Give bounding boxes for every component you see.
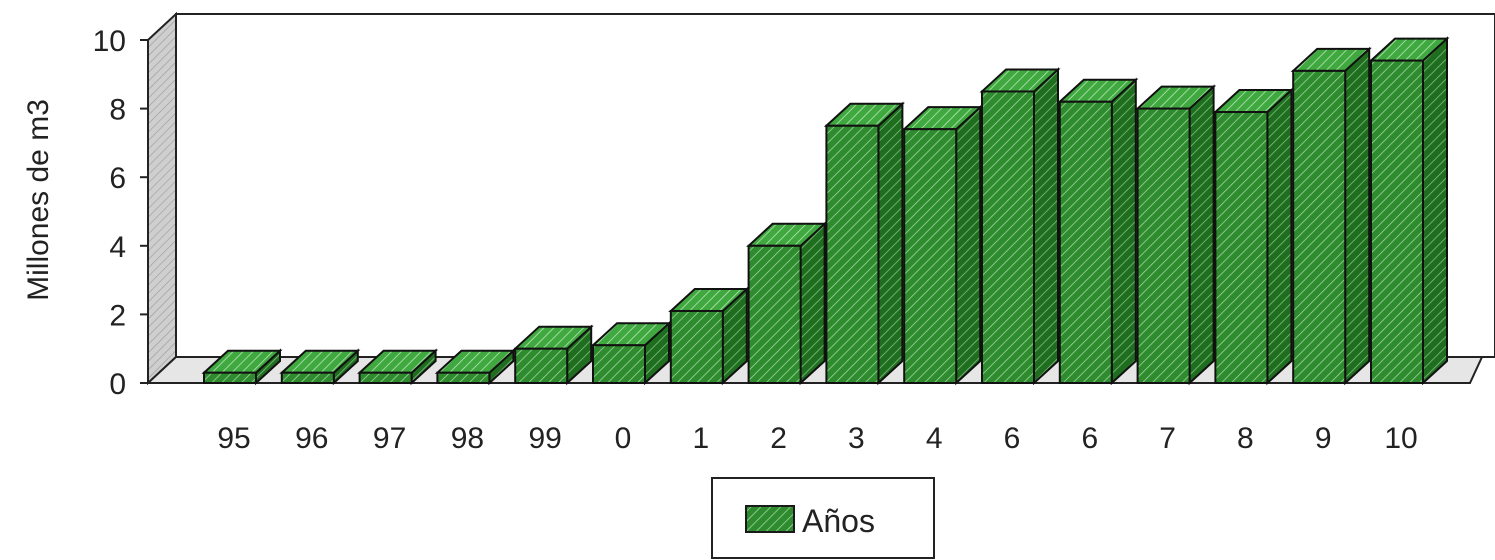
bar — [746, 221, 828, 386]
bar-side — [1033, 67, 1059, 386]
x-tick-label: 96 — [295, 422, 328, 455]
legend-swatch — [745, 505, 795, 533]
bar-front — [1214, 111, 1269, 384]
bar-front — [669, 309, 724, 384]
bar — [1368, 36, 1450, 386]
bar-side — [1344, 46, 1371, 386]
bar-side — [1188, 84, 1215, 386]
x-tick-label: 4 — [926, 422, 943, 455]
x-tick-label: 2 — [770, 422, 787, 455]
x-tick-label: 1 — [692, 422, 709, 455]
legend-label: Años — [802, 503, 875, 539]
y-tick-label: 10 — [93, 25, 126, 58]
bar-side — [955, 104, 982, 386]
x-tick-label: 99 — [529, 422, 562, 455]
y-tick-label: 4 — [109, 231, 126, 264]
bar-front — [280, 371, 335, 384]
x-tick-label: 6 — [1004, 422, 1021, 455]
y-axis: 0 2 4 6 8 10 — [93, 25, 148, 401]
bar — [979, 67, 1061, 386]
x-tick-label: 8 — [1237, 422, 1254, 455]
bar-front — [825, 124, 880, 384]
x-tick-label: 98 — [451, 422, 484, 455]
bar — [590, 320, 672, 386]
bar-front — [1136, 107, 1191, 384]
bar-front — [1292, 69, 1347, 385]
side-wall — [147, 11, 177, 386]
y-tick-label: 8 — [109, 94, 126, 127]
bar-front — [436, 371, 491, 384]
bar-side — [1266, 87, 1293, 386]
bar-side — [799, 221, 826, 386]
bar-front — [358, 371, 413, 384]
bar-side — [1422, 36, 1448, 386]
bar-front — [592, 344, 646, 384]
x-tick-label: 6 — [1081, 422, 1098, 455]
x-tick-label: 9 — [1315, 422, 1332, 455]
x-tick-label: 10 — [1384, 422, 1417, 455]
bar-side — [1110, 77, 1137, 386]
y-axis-title: Millones de m3 — [22, 99, 55, 301]
bar — [1212, 87, 1294, 386]
bar — [1057, 77, 1139, 386]
bars — [201, 36, 1450, 386]
y-tick-label: 6 — [109, 162, 126, 195]
bar — [901, 104, 983, 386]
bar — [1135, 84, 1217, 386]
x-tick-label: 7 — [1159, 422, 1176, 455]
legend: Años — [711, 477, 935, 559]
bar-front — [1370, 59, 1424, 385]
bar-front — [1058, 100, 1113, 385]
bar — [357, 348, 439, 386]
x-tick-label: 0 — [615, 422, 632, 455]
bar-front — [747, 244, 802, 384]
x-tick-label: 3 — [848, 422, 865, 455]
bar — [823, 101, 905, 386]
x-axis: 95 96 97 98 99 0 1 2 3 4 6 6 7 8 9 10 — [217, 422, 1417, 455]
bar — [279, 348, 361, 386]
bar-front — [903, 128, 958, 384]
bar-front — [203, 371, 257, 384]
bar-side — [877, 101, 904, 386]
x-tick-label: 97 — [373, 422, 406, 455]
bar — [201, 348, 283, 386]
bar-front — [514, 347, 569, 385]
bar — [668, 286, 750, 386]
bar — [434, 348, 516, 386]
bar — [1290, 46, 1372, 386]
y-tick-label: 0 — [109, 368, 126, 401]
x-tick-label: 95 — [217, 422, 250, 455]
bar — [512, 324, 594, 386]
bar-front — [981, 90, 1035, 384]
y-tick-label: 2 — [109, 299, 126, 332]
